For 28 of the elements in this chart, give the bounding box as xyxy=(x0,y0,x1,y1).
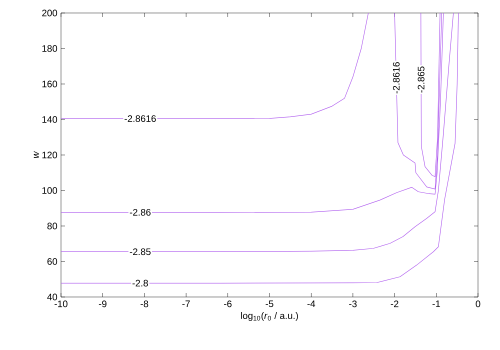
text: -2.865 xyxy=(418,66,424,93)
series-label: -2.8 xyxy=(132,280,148,287)
x-tick-label: -9 xyxy=(98,300,106,308)
y-tick-label: 160 xyxy=(42,80,58,88)
x-tick-label: -4 xyxy=(307,300,316,308)
y-tick-label: 40 xyxy=(47,294,58,300)
x-axis-title: log$_{10}$(r$_{0}$ / a.u.) xyxy=(241,312,298,321)
x-tick-label: -1 xyxy=(432,300,440,308)
y-tick-label: 200 xyxy=(42,10,58,16)
x-tick-label: 0 xyxy=(476,300,480,308)
x-tick-label: -7 xyxy=(182,300,190,308)
y-tick-label: 80 xyxy=(47,222,58,230)
x-tick-label: -8 xyxy=(140,300,148,308)
x-tick-label: -5 xyxy=(266,300,274,308)
x-tick-label: -3 xyxy=(349,300,357,308)
series-label: -2.86 xyxy=(130,208,151,216)
series-label: -2.8616 xyxy=(124,115,156,122)
y-tick-label: 60 xyxy=(47,258,58,265)
y-tick-label: 120 xyxy=(42,152,58,158)
y-tick-label: 180 xyxy=(42,45,58,52)
series-label: -2.85 xyxy=(130,248,151,256)
y-axis-title: w xyxy=(34,151,39,158)
text: -2.8616 xyxy=(392,62,400,94)
y-tick-label: 140 xyxy=(42,116,58,123)
y-tick-label: 100 xyxy=(42,187,58,194)
x-tick-label: -6 xyxy=(224,300,232,308)
x-tick-label: -10 xyxy=(54,300,68,308)
x-tick-label: -2 xyxy=(390,300,398,308)
